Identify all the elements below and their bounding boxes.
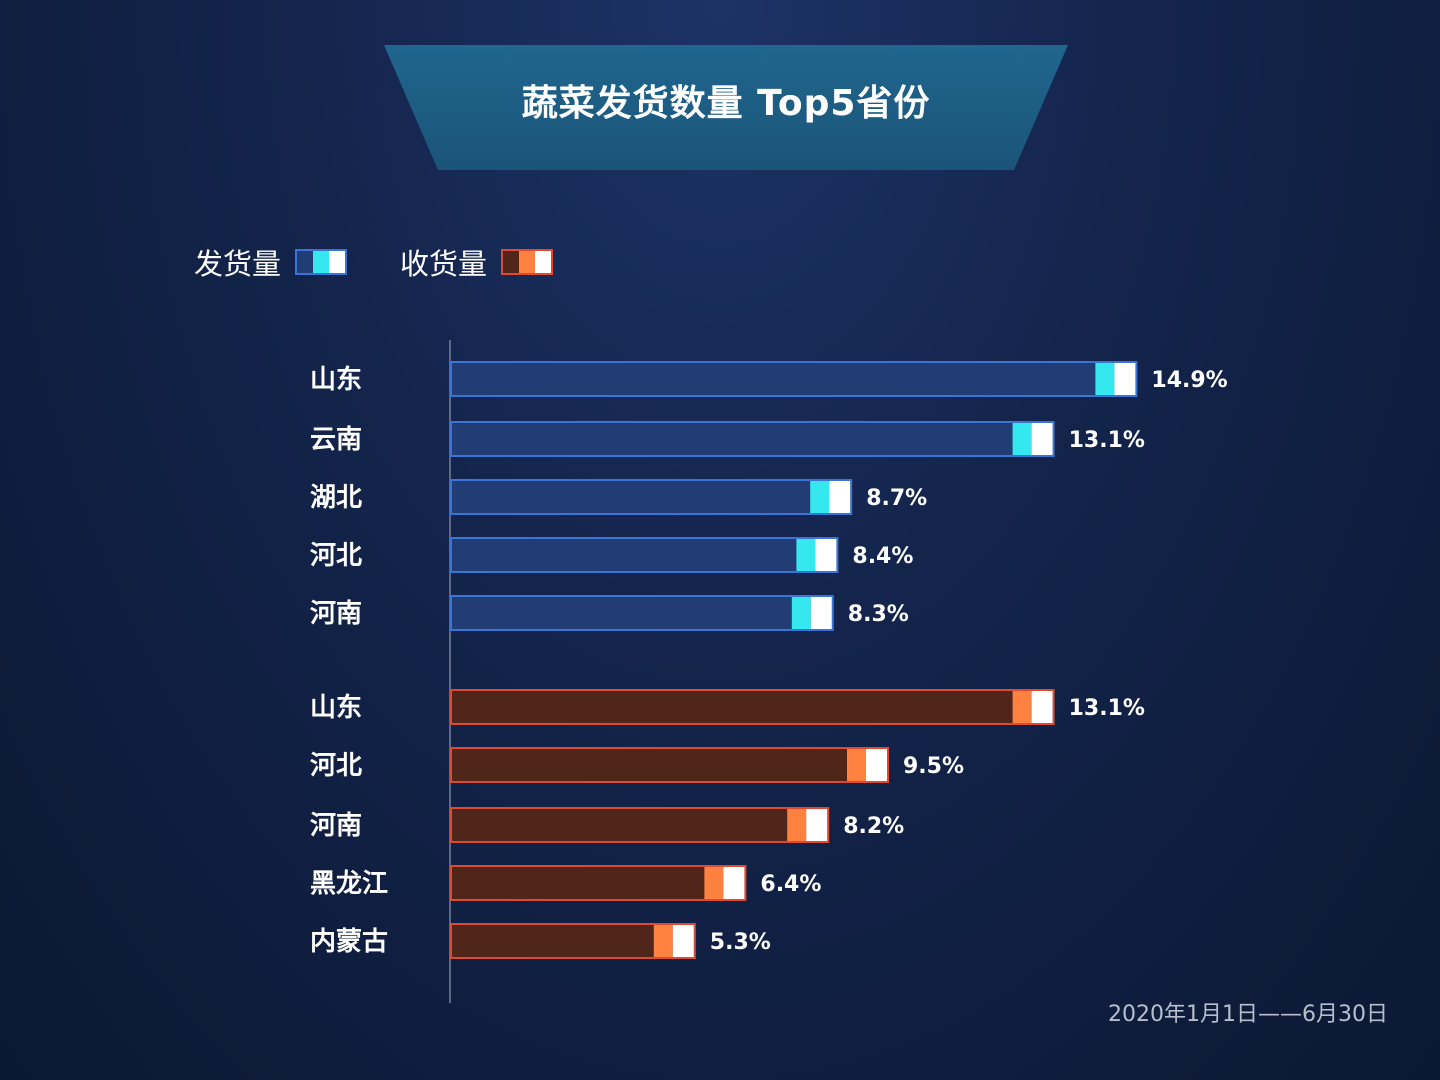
shipping-bar-accent [1012, 423, 1032, 455]
shipping-bar-body [450, 537, 839, 573]
shipping-bar: 湖北 8.7% [310, 479, 927, 515]
receiving-bar-accent [847, 749, 866, 781]
shipping-bar: 河南 8.3% [310, 595, 909, 631]
receiving-bar: 内蒙古 5.3% [310, 923, 771, 959]
receiving-category-label: 山东 [310, 692, 362, 723]
legend-receiving: 收货量 [400, 242, 554, 282]
shipping-value-label: 8.3% [848, 602, 909, 627]
shipping-value-label: 8.4% [852, 544, 913, 569]
shipping-bar-accent [796, 539, 816, 571]
receiving-value-label: 13.1% [1069, 696, 1145, 721]
receiving-value-label: 5.3% [710, 930, 771, 955]
chart-title: 蔬菜发货数量 Top5省份 [521, 83, 931, 124]
shipping-bar-accent [810, 481, 830, 513]
receiving-bar-cap [806, 809, 828, 841]
receiving-bar-accent [1012, 691, 1032, 723]
receiving-bar-accent [704, 867, 724, 899]
receiving-bar: 黑龙江 6.4% [310, 865, 821, 901]
shipping-category-label: 河南 [310, 599, 362, 629]
legend-receiving-label: 收货量 [400, 247, 488, 281]
shipping-category-label: 山东 [310, 364, 362, 395]
receiving-bar-cap [1031, 691, 1053, 723]
shipping-value-label: 8.7% [866, 486, 927, 511]
receiving-value-label: 6.4% [760, 872, 821, 897]
shipping-value-label: 13.1% [1069, 428, 1145, 453]
receiving-category-label: 内蒙古 [310, 927, 388, 957]
receiving-category-label: 河北 [310, 751, 362, 781]
date-range: 2020年1月1日——6月30日 [1108, 1002, 1388, 1027]
receiving-bar: 河南 8.2% [310, 807, 904, 843]
shipping-bar-body [450, 361, 1138, 397]
shipping-bar-body [450, 595, 834, 631]
legend-receiving-swatch [501, 249, 554, 275]
receiving-bar-cap [866, 749, 887, 781]
receiving-category-label: 黑龙江 [310, 869, 388, 899]
receiving-bar-body [450, 865, 747, 901]
receiving-bar: 山东 13.1% [310, 689, 1145, 725]
legend-shipping-label: 发货量 [194, 247, 282, 281]
shipping-bar-cap [1114, 363, 1136, 395]
shipping-bar: 河北 8.4% [310, 537, 913, 573]
shipping-bar-accent [1095, 363, 1115, 395]
title-banner-shape [384, 45, 1068, 170]
receiving-bar-accent [653, 925, 673, 957]
receiving-category-label: 河南 [310, 811, 362, 841]
shipping-category-label: 云南 [310, 425, 362, 455]
receiving-bar-cap [723, 867, 745, 899]
receiving-bar-cap [672, 925, 694, 957]
shipping-bar-cap [829, 481, 851, 513]
shipping-bar-cap [815, 539, 837, 571]
shipping-bar-cap [810, 597, 832, 629]
legend-shipping: 发货量 [194, 242, 348, 282]
shipping-value-label: 14.9% [1151, 368, 1227, 393]
shipping-category-label: 河北 [310, 541, 362, 571]
receiving-bar-accent [787, 809, 807, 841]
shipping-bar-body [450, 479, 853, 515]
shipping-bar-cap [1031, 423, 1053, 455]
shipping-bar-accent [791, 597, 811, 629]
shipping-bar: 云南 13.1% [310, 421, 1145, 457]
receiving-value-label: 9.5% [903, 754, 964, 779]
receiving-bar-body [450, 807, 830, 843]
shipping-bar: 山东 14.9% [310, 361, 1228, 397]
receiving-bar: 河北 9.5% [310, 747, 964, 783]
shipping-bar-body [450, 421, 1055, 457]
bars-layer: 山东 14.9% 云南 13.1% 湖北 8.7% 河北 8.4% 河南 8.3% 山东 13.1% 河… [310, 361, 1228, 959]
receiving-bar-body [450, 747, 889, 783]
shipping-category-label: 湖北 [310, 483, 362, 513]
legend-shipping-swatch [295, 249, 348, 275]
receiving-value-label: 8.2% [843, 814, 904, 839]
receiving-bar-body [450, 689, 1055, 725]
title-banner: 蔬菜发货数量 Top5省份 [384, 45, 1068, 170]
